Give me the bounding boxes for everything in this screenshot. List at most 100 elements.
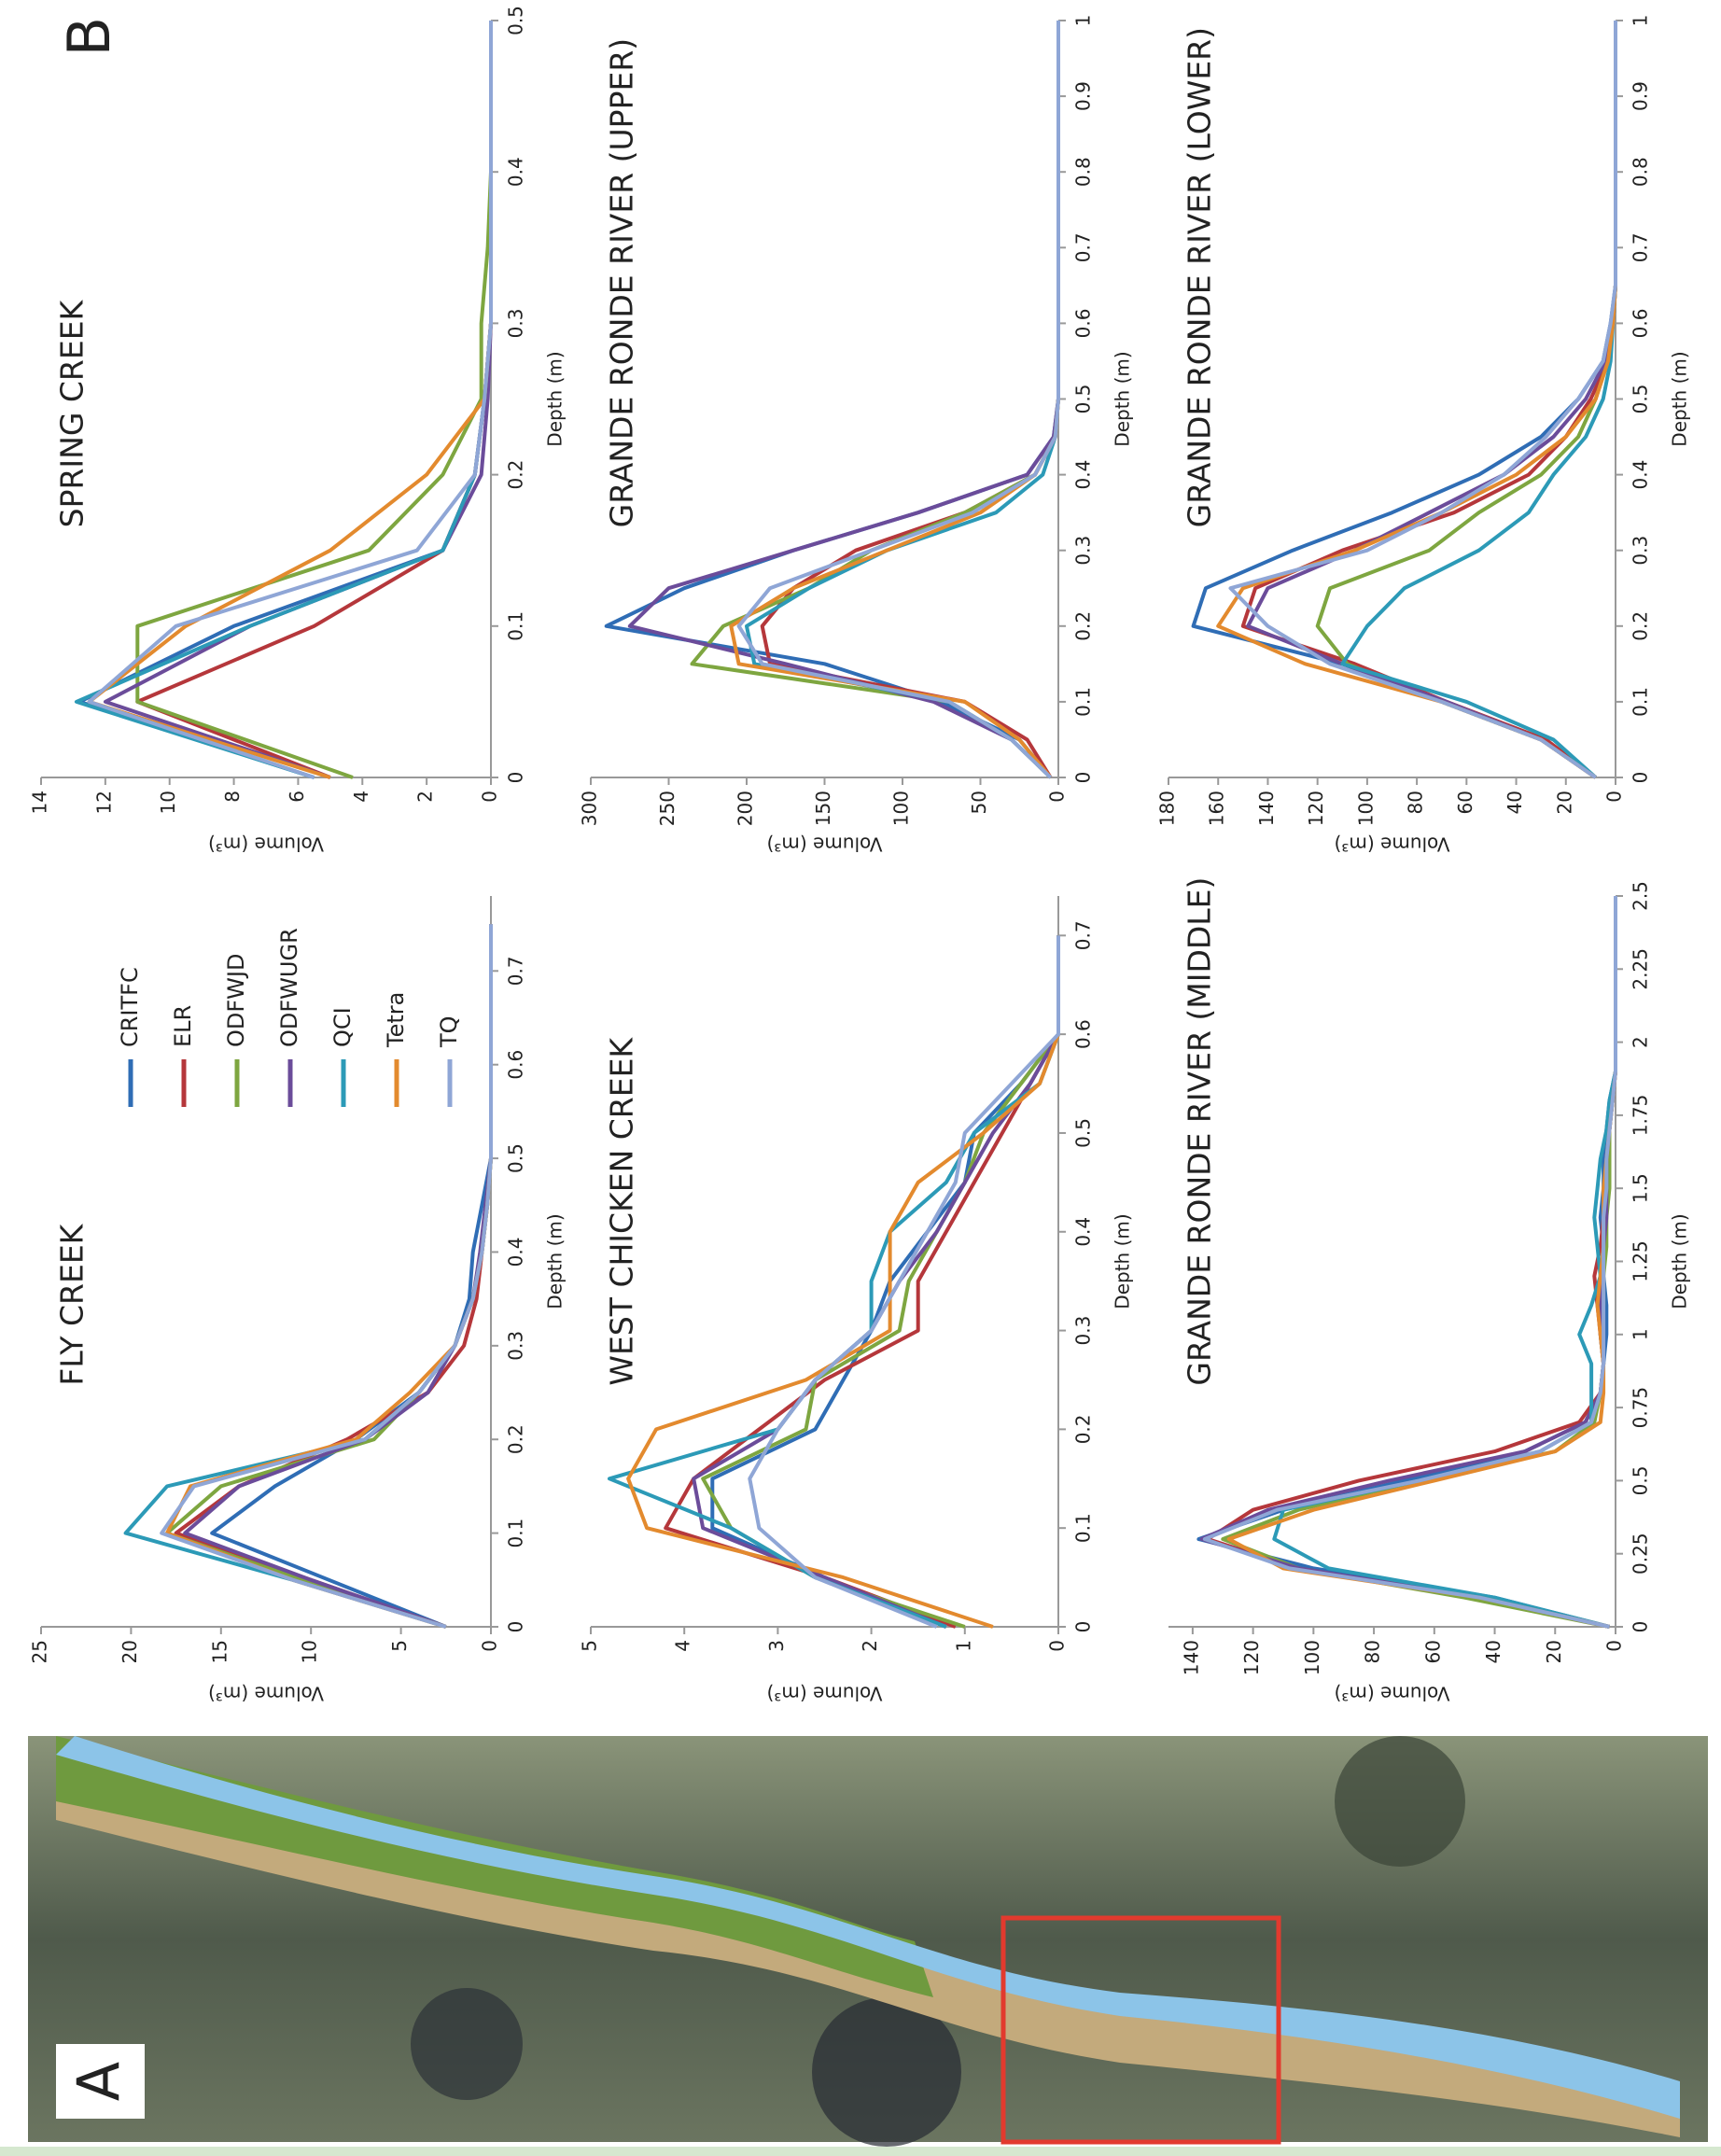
y-tick-label: 40 <box>1504 791 1526 814</box>
x-tick-label: 0.2 <box>505 1424 527 1454</box>
x-tick-label: 0.1 <box>505 611 527 641</box>
x-tick-label: 0.5 <box>505 6 527 35</box>
x-tick-label: 0.4 <box>505 157 527 187</box>
y-tick-label: 5 <box>579 1640 601 1652</box>
panel-label: B <box>55 17 123 57</box>
series-line <box>748 935 1060 1629</box>
panel-a-map <box>28 1736 1708 2147</box>
chart-title: SPRING CREEK <box>54 299 91 527</box>
x-axis-title: Depth (m) <box>1669 1213 1691 1309</box>
y-tick-label: 150 <box>812 791 834 826</box>
x-tick-label: 0.7 <box>1072 232 1095 262</box>
y-tick-label: 10 <box>157 791 179 814</box>
legend-label: TQ <box>436 1015 462 1048</box>
x-tick-label: 1.75 <box>1630 1095 1652 1137</box>
tree-cluster <box>1335 1736 1465 1867</box>
y-tick-label: 120 <box>1240 1640 1263 1675</box>
y-tick-label: 14 <box>29 791 51 814</box>
y-tick-label: 12 <box>92 791 115 814</box>
x-tick-label: 0.5 <box>1630 1465 1652 1495</box>
y-tick-label: 0 <box>1046 1640 1069 1652</box>
x-tick-label: 1 <box>1630 15 1652 27</box>
x-tick-label: 1.25 <box>1630 1240 1652 1282</box>
x-tick-label: 0.4 <box>1072 460 1095 490</box>
y-tick-label: 20 <box>1543 1640 1565 1663</box>
y-tick-label: 120 <box>1305 791 1327 826</box>
panel-label: A <box>64 2062 133 2101</box>
y-tick-label: 3 <box>765 1640 788 1652</box>
x-tick-label: 0.75 <box>1630 1387 1652 1429</box>
river <box>56 1736 1680 2119</box>
x-tick-label: 1 <box>1630 1328 1652 1340</box>
legend-label: ODFWUGR <box>276 928 302 1047</box>
y-tick-label: 2 <box>859 1640 881 1652</box>
tree-cluster <box>812 1997 961 2147</box>
x-tick-label: 0.6 <box>1630 308 1652 338</box>
chart-title: WEST CHICKEN CREEK <box>604 1037 640 1386</box>
x-tick-label: 0.4 <box>1072 1217 1095 1247</box>
x-tick-label: 0.6 <box>505 1050 527 1080</box>
y-axis-title: Volume (m³) <box>1335 1683 1450 1705</box>
y-tick-label: 5 <box>388 1640 411 1652</box>
y-tick-label: 0 <box>1603 1640 1626 1652</box>
y-tick-label: 180 <box>1156 791 1179 826</box>
y-axis-title: Volume (m³) <box>208 1683 324 1705</box>
y-tick-label: 100 <box>890 791 913 826</box>
x-tick-label: 0.25 <box>1630 1533 1652 1575</box>
x-tick-label: 0.5 <box>505 1143 527 1173</box>
x-tick-label: 0.9 <box>1072 81 1095 111</box>
x-tick-label: 0.2 <box>1630 611 1652 641</box>
x-axis-title: Depth (m) <box>544 351 567 446</box>
chart-title: GRANDE RONDE RIVER (LOWER) <box>1182 27 1218 527</box>
highlight-box <box>1000 1915 1281 2145</box>
y-tick-label: 0 <box>1046 791 1069 803</box>
x-tick-label: 0.4 <box>1630 460 1652 490</box>
y-tick-label: 0 <box>1603 791 1626 803</box>
series-line <box>1272 896 1617 1629</box>
y-tick-label: 1 <box>952 1640 974 1652</box>
y-tick-label: 100 <box>1354 791 1377 826</box>
x-tick-label: 0.4 <box>505 1238 527 1267</box>
series-line <box>701 935 1060 1629</box>
x-tick-label: 0.1 <box>1630 687 1652 717</box>
y-tick-label: 0 <box>479 791 501 803</box>
x-tick-label: 0.5 <box>1072 385 1095 414</box>
y-tick-label: 80 <box>1362 1640 1384 1663</box>
x-tick-label: 0.2 <box>1072 1414 1095 1444</box>
series-line <box>1228 21 1617 779</box>
y-tick-label: 4 <box>350 791 372 803</box>
y-tick-label: 160 <box>1206 791 1228 826</box>
x-tick-label: 0 <box>1630 1621 1652 1633</box>
x-tick-label: 0.9 <box>1630 81 1652 111</box>
legend-label: ODFWJD <box>223 954 249 1047</box>
y-tick-label: 20 <box>119 1640 141 1663</box>
x-tick-label: 0.6 <box>1072 1019 1095 1049</box>
x-tick-label: 0.7 <box>1072 920 1095 950</box>
x-tick-label: 0 <box>1630 772 1652 784</box>
y-tick-label: 20 <box>1553 791 1575 814</box>
x-tick-label: 0.3 <box>1072 1316 1095 1346</box>
x-tick-label: 0 <box>505 772 527 784</box>
x-tick-label: 0.6 <box>1072 308 1095 338</box>
legend-label: QCI <box>329 1007 356 1047</box>
series-line <box>1202 896 1617 1629</box>
x-axis-title: Depth (m) <box>544 1213 567 1309</box>
x-tick-label: 0.3 <box>505 308 527 338</box>
y-tick-label: 0 <box>479 1640 501 1652</box>
series-line <box>736 21 1060 779</box>
x-tick-label: 0.3 <box>1072 536 1095 566</box>
x-tick-label: 2.5 <box>1630 881 1652 911</box>
legend-label: CRITFC <box>117 967 143 1047</box>
y-axis-title: Volume (m³) <box>1335 833 1450 856</box>
x-tick-label: 0.1 <box>505 1519 527 1548</box>
series-line <box>87 21 493 779</box>
y-axis-title: Volume (m³) <box>767 1683 883 1705</box>
x-tick-label: 0.7 <box>505 956 527 986</box>
legend-label: Tetra <box>383 992 409 1048</box>
y-tick-label: 2 <box>414 791 437 803</box>
y-tick-label: 6 <box>286 791 308 803</box>
x-tick-label: 0.2 <box>505 460 527 490</box>
x-tick-label: 0 <box>505 1621 527 1633</box>
